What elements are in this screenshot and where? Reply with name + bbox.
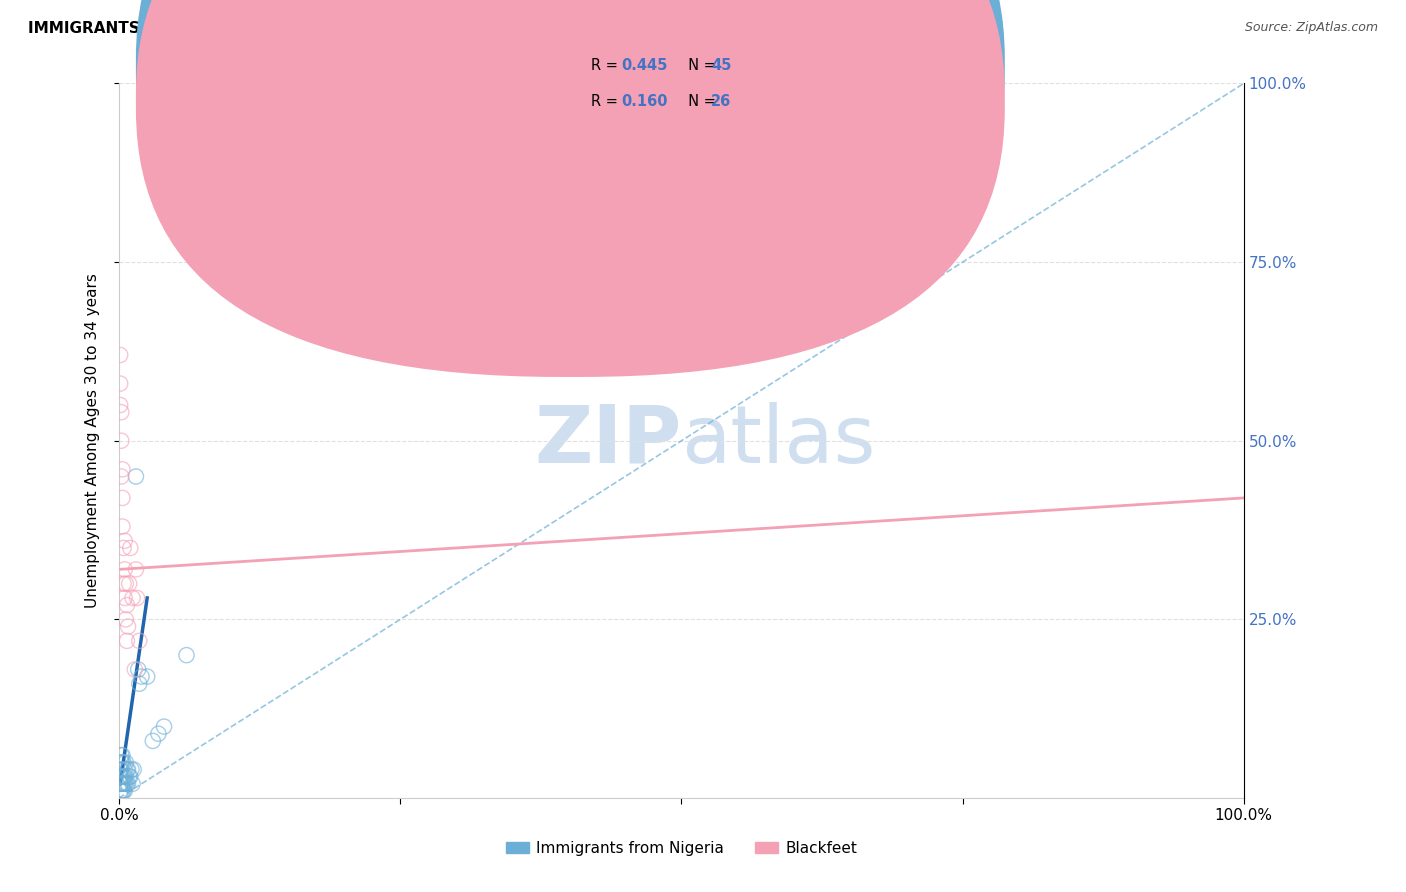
Text: 0.160: 0.160 <box>621 94 668 109</box>
Point <box>108 777 131 791</box>
Point <box>111 784 134 798</box>
Point <box>114 533 136 548</box>
Point <box>120 541 142 555</box>
Point <box>153 720 176 734</box>
Point <box>110 405 132 419</box>
Point <box>110 469 132 483</box>
Point <box>110 756 132 770</box>
Point <box>118 576 141 591</box>
Point <box>127 662 149 676</box>
Point <box>110 770 132 784</box>
Point <box>111 777 134 791</box>
Point <box>117 619 139 633</box>
Point <box>114 784 136 798</box>
Point <box>111 491 134 505</box>
Point <box>128 677 150 691</box>
Point <box>111 770 134 784</box>
Point <box>148 727 170 741</box>
Point <box>124 662 146 676</box>
Point <box>110 748 132 763</box>
Point <box>112 784 135 798</box>
Point <box>114 763 136 777</box>
Point <box>114 591 136 605</box>
Point <box>108 763 131 777</box>
Point <box>111 748 134 763</box>
Point <box>111 756 134 770</box>
Point <box>112 541 135 555</box>
Y-axis label: Unemployment Among Ages 30 to 34 years: Unemployment Among Ages 30 to 34 years <box>86 273 100 608</box>
Text: N =: N = <box>679 58 720 73</box>
Point <box>128 633 150 648</box>
Point <box>117 777 139 791</box>
Point <box>110 434 132 448</box>
Point <box>114 770 136 784</box>
Text: IMMIGRANTS FROM NIGERIA VS BLACKFEET UNEMPLOYMENT AMONG AGES 30 TO 34 YEARS CORR: IMMIGRANTS FROM NIGERIA VS BLACKFEET UNE… <box>28 21 1002 36</box>
Point <box>120 770 142 784</box>
Point <box>108 777 131 791</box>
Text: 0.445: 0.445 <box>621 58 668 73</box>
Point <box>114 777 136 791</box>
Point <box>121 777 143 791</box>
Point <box>108 376 131 391</box>
Point <box>111 462 134 476</box>
Point <box>108 770 131 784</box>
Point <box>122 763 145 777</box>
Point <box>121 591 143 605</box>
Point <box>117 763 139 777</box>
Point <box>110 777 132 791</box>
Legend: Immigrants from Nigeria, Blackfeet: Immigrants from Nigeria, Blackfeet <box>499 835 863 862</box>
Point <box>108 348 131 362</box>
Point <box>114 756 136 770</box>
Point <box>125 469 148 483</box>
Point <box>142 734 165 748</box>
Point <box>110 763 132 777</box>
Point <box>114 770 136 784</box>
Text: 45: 45 <box>711 58 731 73</box>
Text: Source: ZipAtlas.com: Source: ZipAtlas.com <box>1244 21 1378 34</box>
Point <box>115 633 138 648</box>
Point <box>114 777 136 791</box>
Point <box>136 669 159 683</box>
Text: N =: N = <box>679 94 720 109</box>
Point <box>111 519 134 533</box>
Point <box>114 576 136 591</box>
Point <box>112 777 135 791</box>
Point <box>120 763 142 777</box>
Point <box>125 591 148 605</box>
Point <box>125 562 148 576</box>
Text: ZIP: ZIP <box>534 401 682 480</box>
Point <box>112 770 135 784</box>
Point <box>108 784 131 798</box>
Text: R =: R = <box>592 58 627 73</box>
Point <box>112 756 135 770</box>
Point <box>115 777 138 791</box>
Point <box>131 669 153 683</box>
Text: 26: 26 <box>711 94 731 109</box>
Point <box>110 784 132 798</box>
Point <box>115 598 138 612</box>
Point <box>118 770 141 784</box>
Point <box>114 562 136 576</box>
Text: atlas: atlas <box>682 401 876 480</box>
Point <box>112 576 135 591</box>
Point <box>114 612 136 626</box>
Text: R =: R = <box>592 94 627 109</box>
Point <box>108 398 131 412</box>
Point <box>115 763 138 777</box>
Point <box>176 648 198 662</box>
